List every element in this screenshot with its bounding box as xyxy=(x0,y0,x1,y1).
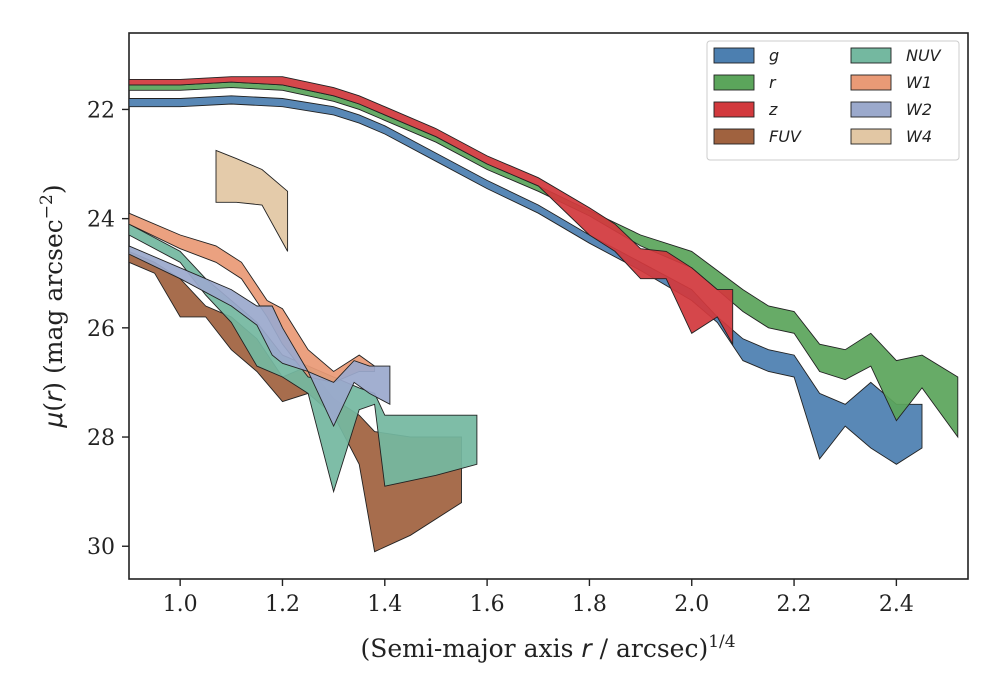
legend-label-w4: W4 xyxy=(906,127,932,146)
legend-swatch-fuv xyxy=(713,128,755,145)
x-tick-label: 2.4 xyxy=(879,592,914,617)
legend-label-z: z xyxy=(768,100,778,119)
legend-label-w1: W1 xyxy=(906,73,932,92)
x-tick-label: 2.0 xyxy=(674,592,709,617)
y-tick-label: 24 xyxy=(87,208,115,233)
legend-swatch-w4 xyxy=(850,128,892,145)
y-axis-ticks: 22 24 26 28 30 xyxy=(87,98,129,560)
legend-swatch-r xyxy=(713,74,755,91)
legend-label-nuv: NUV xyxy=(906,46,942,65)
x-tick-label: 1.4 xyxy=(367,592,402,617)
band-g xyxy=(128,95,923,465)
legend-frame xyxy=(706,40,960,161)
x-tick-label: 1.8 xyxy=(572,592,607,617)
legend-swatch-nuv xyxy=(850,47,892,64)
y-tick-label: 28 xyxy=(87,426,115,451)
legend: grz FUV NUV W1 W2 W4 xyxy=(706,40,960,161)
y-tick-label: 22 xyxy=(87,98,115,123)
plot-frame xyxy=(128,32,969,580)
x-tick-label: 1.2 xyxy=(265,592,300,617)
legend-label-w2: W2 xyxy=(906,100,932,119)
x-tick-label: 2.2 xyxy=(777,592,812,617)
y-tick-label: 26 xyxy=(87,317,115,342)
x-tick-label: 1.6 xyxy=(470,592,505,617)
x-tick-label: 1.0 xyxy=(163,592,198,617)
legend-label-fuv: FUV xyxy=(769,127,802,146)
series-bands xyxy=(128,76,959,553)
band-w4 xyxy=(215,149,289,252)
legend-swatch-w1 xyxy=(850,74,892,91)
x-axis-label: (Semi-major axis r / arcsec)1/4 xyxy=(360,632,735,663)
legend-label-g: g xyxy=(769,46,779,65)
x-axis-ticks: 1.0 1.2 1.4 1.6 1.8 2.0 2.2 2.4 xyxy=(163,579,914,617)
legend-swatch-g xyxy=(713,47,755,64)
y-tick-label: 30 xyxy=(87,535,115,560)
band-fuv xyxy=(128,250,462,553)
y-axis-label: μ(r) (mag arcsec−2) xyxy=(37,184,68,428)
legend-swatch-z xyxy=(713,101,755,118)
band-w2 xyxy=(128,245,391,428)
legend-label-r: r xyxy=(769,73,777,92)
band-z xyxy=(128,76,734,346)
legend-swatch-w2 xyxy=(850,101,892,118)
